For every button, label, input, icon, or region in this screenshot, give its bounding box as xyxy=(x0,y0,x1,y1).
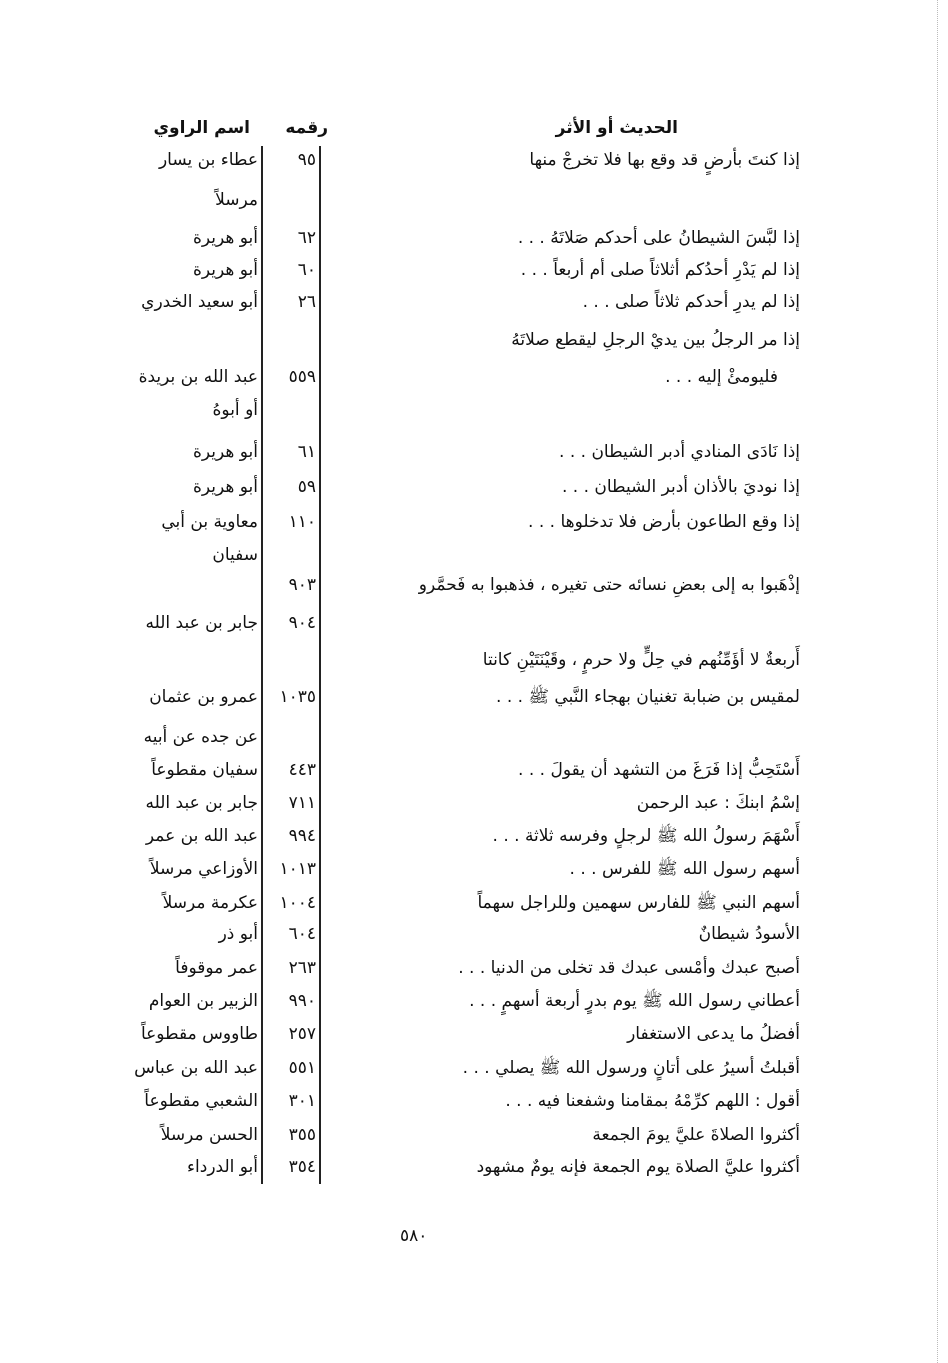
hadith-text: أفضلُ ما يدعى الاستغفار xyxy=(627,1024,800,1044)
hadith-number: ٦٢ xyxy=(297,228,316,248)
hadith-number: ٣٠١ xyxy=(288,1091,316,1111)
narrator-name: عطاء بن يسار xyxy=(158,150,258,170)
column-divider xyxy=(319,146,321,1184)
narrator-name: أبو هريرة xyxy=(192,477,258,497)
narrator-name: سفيان xyxy=(212,545,258,565)
hadith-text: أَسْتَحِبُّ إذا فَرَغَ من التشهد أن يقول… xyxy=(518,760,800,780)
hadith-text: إذا نوديَ بالأذان أدبر الشيطان . . . xyxy=(561,477,800,497)
column-divider xyxy=(261,146,263,1184)
narrator-name: معاوية بن أبي xyxy=(161,512,258,532)
narrator-name: الزبير بن العوام xyxy=(148,991,258,1011)
header-hadith: الحديث أو الأثر xyxy=(555,118,678,138)
hadith-number: ٢٥٧ xyxy=(288,1024,316,1044)
hadith-text: إذْهَبوا به إلى بعضِ نسائه حتى تغيره ، ف… xyxy=(418,575,800,595)
hadith-number: ٩٠٣ xyxy=(288,575,316,595)
hadith-text: إذا نَادَى المنادي أدبر الشيطان . . . xyxy=(559,442,800,462)
hadith-text: إذا مر الرجلُ بين يديْ الرجلِ ليقطع صلات… xyxy=(511,330,800,350)
hadith-text: أسهم النبي ﷺ للفارس سهمين وللراجل سهماً xyxy=(477,893,800,913)
hadith-text: أَربعةٌ لا أؤَمِّنُهم في حِلٍّ ولا حرمٍ … xyxy=(482,650,800,670)
narrator-name: أبو هريرة xyxy=(192,260,258,280)
hadith-text: إذا لبَّسَ الشيطانُ على أحدكم صَلاتَهُ .… xyxy=(517,228,800,248)
hadith-text: لمقيس بن ضبابة تغنيان بهجاء النَّبي ﷺ . … xyxy=(496,687,800,707)
page-edge xyxy=(937,0,938,1363)
narrator-name: سفيان مقطوعاً xyxy=(151,760,258,780)
hadith-text: إذا وقع الطاعون بأرض فلا تدخلوها . . . xyxy=(528,512,800,532)
hadith-number: ٩٩٤ xyxy=(288,826,316,846)
hadith-text: إذا لم يدرِ أحدكم ثلاثاً صلى . . . xyxy=(582,292,800,312)
narrator-name: أبو الدرداء xyxy=(187,1157,258,1177)
hadith-text: أقبلتُ أسيرُ على أتانٍ ورسول الله ﷺ يصلي… xyxy=(462,1058,800,1078)
narrator-name: عبد الله بن بريدة xyxy=(138,367,258,387)
narrator-name: الحسن مرسلاً xyxy=(160,1125,258,1145)
narrator-name: عمرو بن عثمان xyxy=(149,687,258,707)
hadith-text: إذا كنتَ بأرضٍ قد وقع بها فلا تخرجْ منها xyxy=(529,150,800,170)
hadith-number: ١١٠ xyxy=(288,512,316,532)
hadith-number: ٦٠ xyxy=(297,260,316,280)
narrator-name: جابر بن عبد الله xyxy=(145,613,258,633)
narrator-name: الأوزاعي مرسلاً xyxy=(149,859,258,879)
narrator-name: عبد الله بن عباس xyxy=(134,1058,258,1078)
header-number: رقمه xyxy=(285,118,328,138)
hadith-text: إسْمُ ابنكَ : عبد الرحمن xyxy=(636,793,800,813)
narrator-name: أبو سعيد الخدري xyxy=(141,292,258,312)
hadith-text: الأسودُ شيطانٌ xyxy=(698,924,800,944)
narrator-name: طاووس مقطوعاً xyxy=(140,1024,258,1044)
hadith-number: ٥٩ xyxy=(297,477,316,497)
hadith-number: ٢٦٣ xyxy=(288,958,316,978)
hadith-text: أصبح عبدك وأمْسى عبدك قد تخلى من الدنيا … xyxy=(458,958,800,978)
hadith-number: ١٠١٣ xyxy=(279,859,316,879)
hadith-text: فليومئْ إليه . . . xyxy=(665,367,778,387)
hadith-text: أسهم رسول الله ﷺ للفرس . . . xyxy=(569,859,800,879)
hadith-number: ٣٥٤ xyxy=(288,1157,316,1177)
narrator-name: أو أبوهُ xyxy=(212,400,258,420)
narrator-name: أبو ذر xyxy=(218,924,258,944)
hadith-text: أَسْهَمَ رسولُ الله ﷺ لرجلٍ وفرسه ثلاثة … xyxy=(492,826,800,846)
hadith-number: ٩٩٠ xyxy=(288,991,316,1011)
header-narrator: اسم الراوي xyxy=(153,118,250,138)
hadith-number: ١٠٠٤ xyxy=(279,893,316,913)
hadith-number: ٩٥ xyxy=(297,150,316,170)
hadith-text: أقول : اللهم كرِّمْهُ بمقامنا وشفعنا فيه… xyxy=(505,1091,800,1111)
narrator-name: عبد الله بن عمر xyxy=(145,826,258,846)
hadith-number: ٥٥٩ xyxy=(288,367,316,387)
hadith-number: ٢٦ xyxy=(297,292,316,312)
hadith-number: ٩٠٤ xyxy=(288,613,316,633)
hadith-number: ٦١ xyxy=(297,442,316,462)
narrator-name: أبو هريرة xyxy=(192,442,258,462)
narrator-name: جابر بن عبد الله xyxy=(145,793,258,813)
hadith-text: أعطاني رسول الله ﷺ يوم بدرٍ أربعة أسهمٍ … xyxy=(469,991,800,1011)
hadith-text: أكثروا الصلاةَ عليَّ يومَ الجمعة xyxy=(592,1125,800,1145)
hadith-number: ٦٠٤ xyxy=(288,924,316,944)
hadith-text: أكثروا عليَّ الصلاة يوم الجمعة فإنه يومٌ… xyxy=(476,1157,800,1177)
narrator-name: عكرمة مرسلاً xyxy=(162,893,258,913)
narrator-name: مرسلاً xyxy=(215,190,258,210)
narrator-name: عن جده عن أبيه xyxy=(143,727,258,747)
hadith-number: ٣٥٥ xyxy=(288,1125,316,1145)
hadith-text: إذا لم يَدْرِ أحدُكم أثلاثاً صلى أم أربع… xyxy=(520,260,800,280)
page-number: ٥٨٠ xyxy=(400,1226,428,1246)
hadith-number: ٥٥١ xyxy=(288,1058,316,1078)
narrator-name: أبو هريرة xyxy=(192,228,258,248)
hadith-number: ٤٤٣ xyxy=(288,760,316,780)
hadith-number: ٧١١ xyxy=(288,793,316,813)
narrator-name: عمر موقوفاً xyxy=(175,958,258,978)
hadith-number: ١٠٣٥ xyxy=(279,687,316,707)
narrator-name: الشعبي مقطوعاً xyxy=(144,1091,258,1111)
